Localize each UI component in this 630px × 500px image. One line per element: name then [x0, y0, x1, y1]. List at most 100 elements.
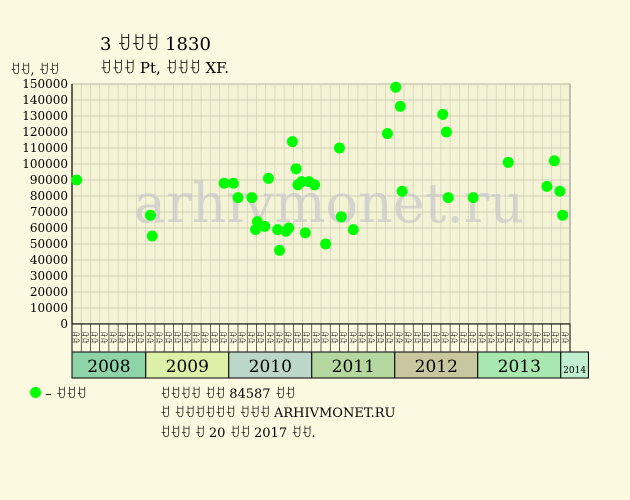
data-point [309, 179, 321, 191]
data-point [299, 227, 311, 239]
month-tick-label: ꀀꀀ [348, 332, 358, 345]
month-tick-label: ꀀꀀ [284, 332, 294, 345]
data-point [146, 230, 158, 242]
year-label: 2010 [249, 357, 292, 377]
month-tick-label: ꀀꀀ [192, 332, 202, 345]
month-tick-label: ꀀꀀ [505, 332, 515, 345]
data-point [320, 238, 332, 250]
month-tick-label: ꀀꀀ [339, 332, 349, 345]
month-tick-label: ꀀꀀ [367, 332, 377, 345]
month-tick-label: ꀀꀀ [413, 332, 423, 345]
data-point [232, 192, 244, 204]
y-tick-label: 80000 [30, 189, 68, 203]
month-tick-label: ꀀꀀ [441, 332, 451, 345]
data-point [437, 108, 449, 120]
y-tick-label: 10000 [30, 301, 68, 315]
month-tick-label: ꀀꀀ [477, 332, 487, 345]
month-tick-label: ꀀꀀ [118, 332, 128, 345]
month-tick-label: ꀀꀀ [376, 332, 386, 345]
year-label: 2013 [498, 357, 541, 377]
month-tick-label: ꀀꀀ [450, 332, 460, 345]
month-tick-label: ꀀꀀ [210, 332, 220, 345]
data-point [218, 177, 230, 189]
data-point [557, 209, 569, 221]
y-axis-unit-label: ꀀꀀ, ꀀꀀ [10, 63, 59, 78]
month-tick-label: ꀀꀀ [551, 332, 561, 345]
data-point [272, 224, 284, 236]
data-point [381, 128, 393, 140]
data-point [259, 220, 271, 232]
month-tick-label: ꀀꀀ [358, 332, 368, 345]
month-tick-label: ꀀꀀ [404, 332, 414, 345]
data-point [144, 209, 156, 221]
month-tick-label: ꀀꀀ [256, 332, 266, 345]
data-point [554, 185, 566, 197]
month-tick-label: ꀀꀀ [302, 332, 312, 345]
month-tick-label: ꀀꀀ [422, 332, 432, 345]
month-tick-label: ꀀꀀ [265, 332, 275, 345]
legend: – ꀀꀀꀀ [30, 385, 86, 402]
data-point [394, 100, 406, 112]
data-point [390, 81, 402, 93]
data-point [333, 142, 345, 154]
data-point [335, 211, 347, 223]
year-label: 2011 [332, 357, 375, 377]
month-tick-label: ꀀꀀ [468, 332, 478, 345]
data-point [290, 163, 302, 175]
month-tick-label: ꀀꀀ [487, 332, 497, 345]
month-tick-label: ꀀꀀ [228, 332, 238, 345]
year-label: 2009 [166, 357, 209, 377]
y-tick-label: 40000 [30, 253, 68, 267]
y-tick-label: 50000 [30, 237, 68, 251]
month-tick-label: ꀀꀀ [155, 332, 165, 345]
data-point [286, 136, 298, 148]
y-tick-label: 0 [60, 317, 68, 331]
year-label: 2008 [87, 357, 130, 377]
data-point [283, 222, 295, 234]
data-point [246, 192, 258, 204]
year-band [394, 351, 479, 379]
month-tick-label: ꀀꀀ [330, 332, 340, 345]
month-tick-label: ꀀꀀ [72, 332, 82, 345]
month-tick-label: ꀀꀀ [431, 332, 441, 345]
legend-marker [30, 387, 41, 398]
data-point [262, 172, 274, 184]
footer-line-3: ꀀꀀꀀ ꀀ 20 ꀀꀀ 2017 ꀀꀀ. [160, 426, 316, 441]
footer-line-1: ꀀꀀꀀꀀ ꀀꀀ 84587 ꀀꀀ [160, 387, 296, 402]
month-tick-label: ꀀꀀ [136, 332, 146, 345]
month-tick-label: ꀀꀀ [238, 332, 248, 345]
month-tick-label: ꀀꀀ [560, 332, 570, 345]
data-point [467, 192, 479, 204]
y-tick-label: 130000 [22, 109, 68, 123]
month-tick-label: ꀀꀀ [127, 332, 137, 345]
legend-label: – ꀀꀀꀀ [45, 387, 87, 402]
month-tick-label: ꀀꀀ [542, 332, 552, 345]
year-band [560, 351, 589, 379]
month-tick-label: ꀀꀀ [164, 332, 174, 345]
month-tick-label: ꀀꀀ [275, 332, 285, 345]
watermark-text: arhivmonet.ru [134, 172, 524, 235]
data-point [71, 174, 83, 186]
year-label: 2014 [563, 366, 586, 376]
month-tick-label: ꀀꀀ [321, 332, 331, 345]
data-point [541, 180, 553, 192]
y-tick-label: 150000 [22, 77, 68, 91]
data-point [440, 126, 452, 138]
month-tick-label: ꀀꀀ [201, 332, 211, 345]
month-tick-label: ꀀꀀ [394, 332, 404, 345]
y-tick-label: 110000 [22, 141, 68, 155]
month-tick-label: ꀀꀀ [109, 332, 119, 345]
data-point [227, 177, 239, 189]
y-tick-label: 30000 [30, 269, 68, 283]
month-tick-label: ꀀꀀ [247, 332, 257, 345]
month-tick-label: ꀀꀀ [81, 332, 91, 345]
footer-line-2: ꀀ ꀀꀀꀀꀀꀀꀀ ꀀꀀꀀ ARHIVMONET.RU [160, 406, 396, 421]
data-point [502, 156, 514, 168]
month-tick-label: ꀀꀀ [496, 332, 506, 345]
month-tick-label: ꀀꀀ [219, 332, 229, 345]
month-tick-label: ꀀꀀ [145, 332, 155, 345]
month-tick-label: ꀀꀀ [90, 332, 100, 345]
y-tick-label: 100000 [22, 157, 68, 171]
month-tick-label: ꀀꀀ [385, 332, 395, 345]
